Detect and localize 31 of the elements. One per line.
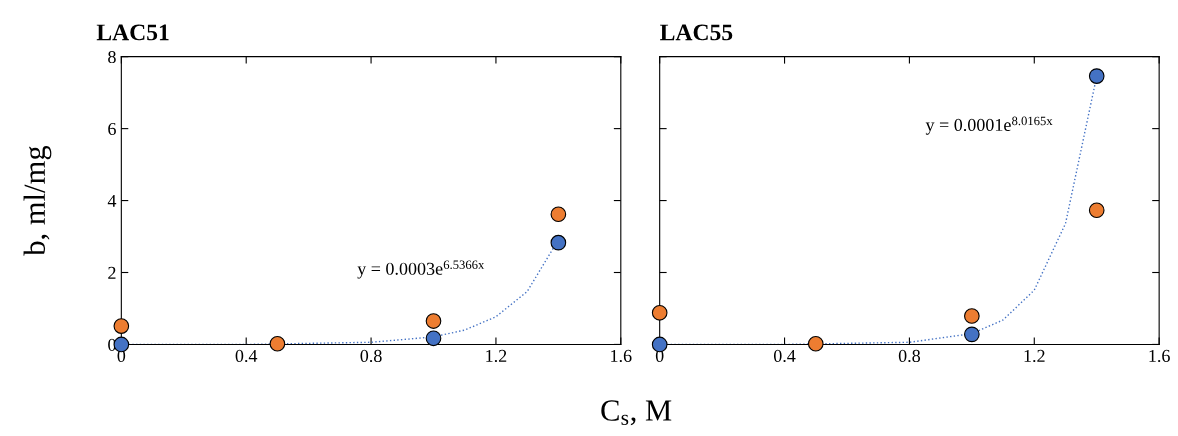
point (964, 308, 980, 324)
point (425, 330, 442, 347)
point (113, 318, 130, 334)
chart-title: LAC51 (96, 24, 169, 41)
x-tick-label: 1.2 (486, 349, 507, 363)
point (269, 335, 286, 352)
x-tick-label: 1.6 (611, 349, 632, 363)
point (1088, 202, 1105, 219)
y-tick-label: 2 (108, 266, 116, 279)
point (550, 234, 567, 251)
point (964, 326, 980, 343)
point (550, 206, 567, 223)
point (1088, 68, 1105, 84)
y-tick-label: 8 (108, 50, 116, 64)
y-tick-label: 4 (107, 194, 117, 207)
annotation: y = 0.0003e$^{6.5366x}$ (357, 260, 485, 279)
y-axis-title: b, ml/mg (23, 145, 52, 256)
y-tick-label: 6 (108, 122, 116, 136)
point (651, 336, 668, 353)
annotation: y = 0.0001e$^{8.0165x}$ (925, 116, 1053, 135)
point (807, 335, 824, 352)
chart-title: LAC55 (660, 24, 733, 41)
x-tick-label: 1.6 (1149, 349, 1170, 363)
x-tick-label: 0.8 (898, 349, 921, 363)
x-tick-label: 0.8 (360, 349, 382, 363)
x-tick-label: 0.4 (773, 349, 796, 363)
x-tick-label: 1.2 (1024, 349, 1045, 363)
point (651, 304, 668, 321)
point (425, 313, 442, 329)
x-axis-title: C$_{s}$, M (601, 400, 672, 426)
x-tick-label: 0.4 (235, 349, 258, 363)
